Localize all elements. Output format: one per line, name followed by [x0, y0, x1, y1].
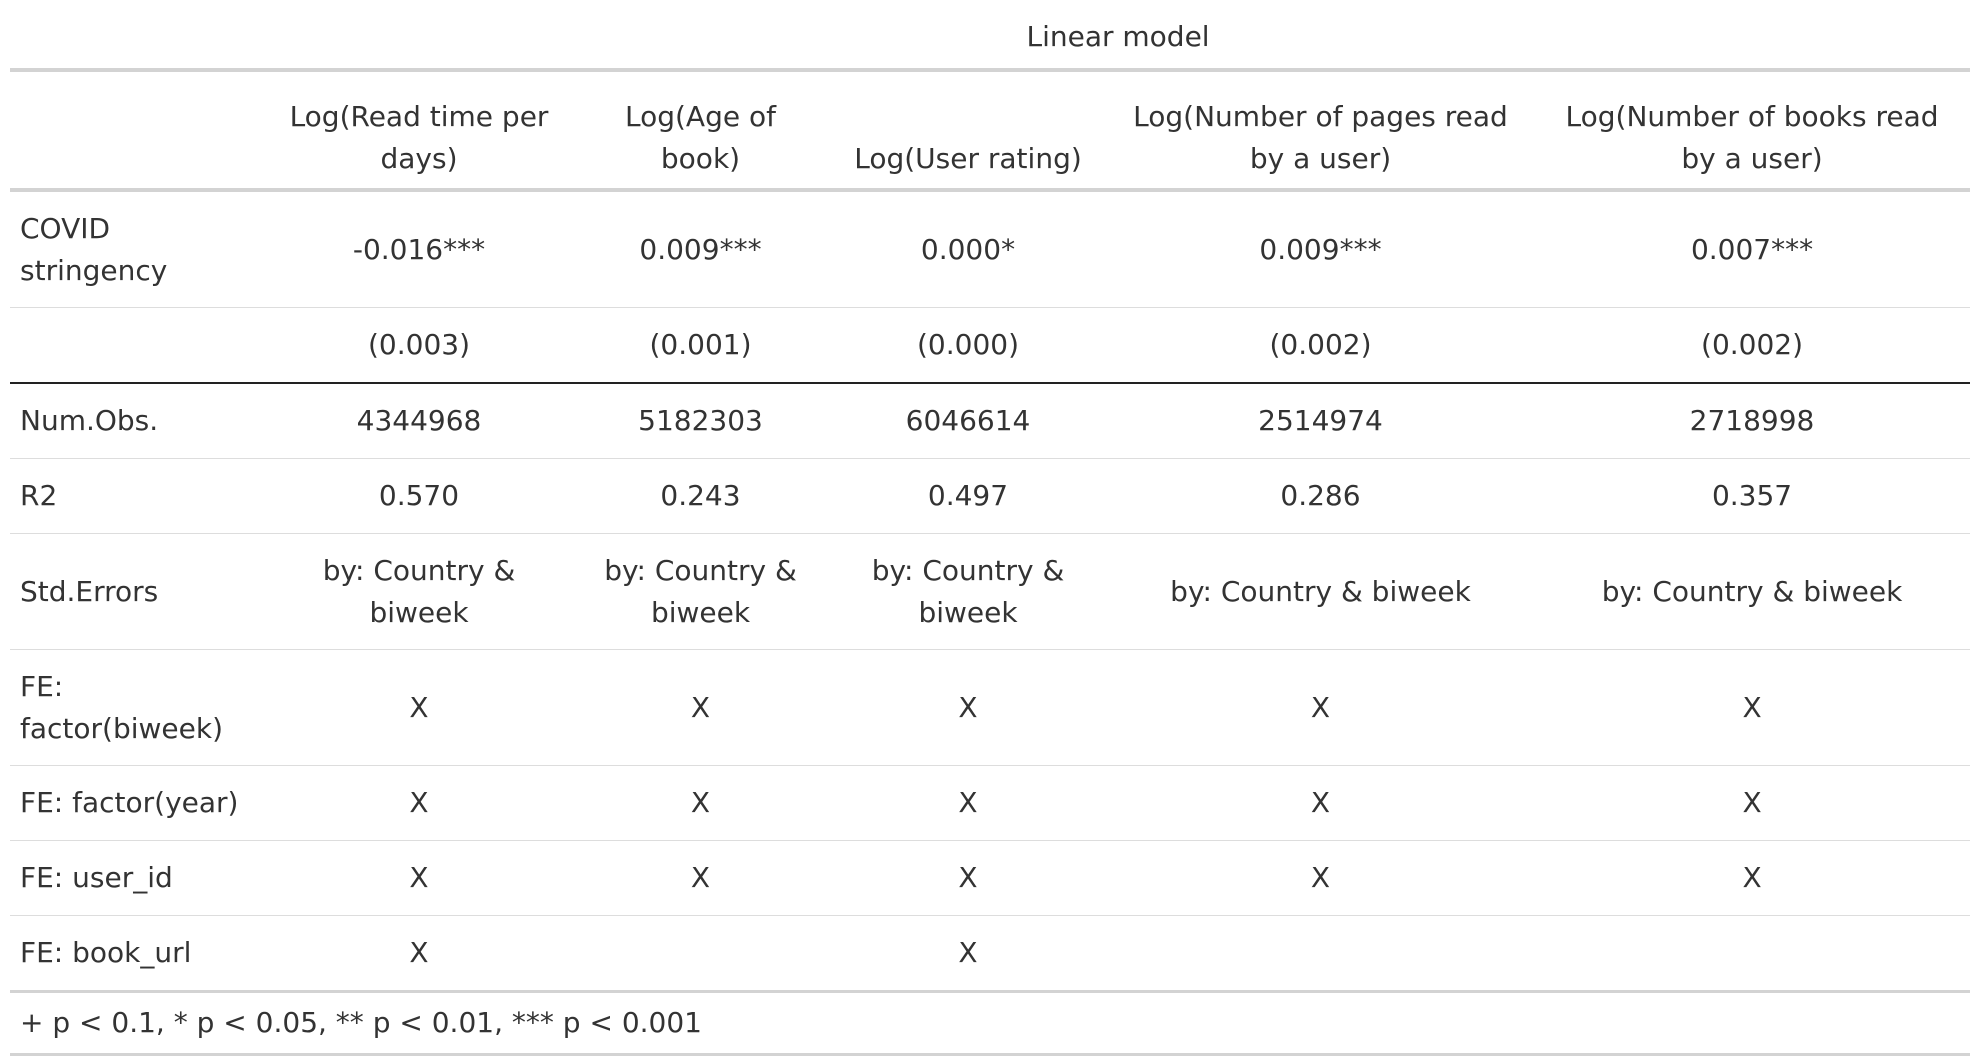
- table-cell: 4344968: [266, 383, 572, 459]
- table-cell: X: [1107, 649, 1534, 766]
- table-cell: [572, 915, 829, 993]
- table-cell: X: [829, 765, 1107, 841]
- table-cell: 0.286: [1107, 458, 1534, 534]
- regression-table-container: Linear model Log(Read time per days) Log…: [10, 0, 1971, 1056]
- table-row: FE: book_url X X: [10, 915, 1971, 993]
- table-cell: by: Country & biweek: [266, 533, 572, 650]
- row-label: FE: factor(biweek): [10, 649, 266, 766]
- row-label: [10, 307, 266, 384]
- table-row: R2 0.570 0.243 0.497 0.286 0.357: [10, 458, 1971, 534]
- table-cell: (0.003): [266, 307, 572, 384]
- table-row: Num.Obs. 4344968 5182303 6046614 2514974…: [10, 383, 1971, 459]
- table-cell: 0.007***: [1534, 190, 1971, 308]
- table-row: FE: user_id X X X X X: [10, 840, 1971, 916]
- row-label: FE: factor(year): [10, 765, 266, 841]
- row-label: COVID stringency: [10, 190, 266, 308]
- table-cell: by: Country & biweek: [1107, 533, 1534, 650]
- table-cell: X: [572, 649, 829, 766]
- regression-table: Linear model Log(Read time per days) Log…: [10, 0, 1971, 1056]
- table-cell: X: [266, 649, 572, 766]
- table-cell: by: Country & biweek: [1534, 533, 1971, 650]
- header-pages-read: Log(Number of pages read by a user): [1107, 70, 1534, 192]
- table-cell: 0.243: [572, 458, 829, 534]
- table-row: (0.003) (0.001) (0.000) (0.002) (0.002): [10, 307, 1971, 384]
- table-cell: by: Country & biweek: [572, 533, 829, 650]
- table-cell: X: [572, 840, 829, 916]
- footnote-row: + p < 0.1, * p < 0.05, ** p < 0.01, *** …: [10, 991, 1971, 1056]
- row-label: R2: [10, 458, 266, 534]
- table-cell: 0.570: [266, 458, 572, 534]
- table-cell: X: [1107, 765, 1534, 841]
- header-books-read: Log(Number of books read by a user): [1534, 70, 1971, 192]
- table-cell: X: [1534, 840, 1971, 916]
- table-cell: 0.357: [1534, 458, 1971, 534]
- row-label: FE: user_id: [10, 840, 266, 916]
- table-cell: X: [829, 915, 1107, 993]
- table-cell: [1534, 915, 1971, 993]
- table-cell: X: [829, 649, 1107, 766]
- table-row: FE: factor(biweek) X X X X X: [10, 649, 1971, 766]
- table-cell: 0.009***: [1107, 190, 1534, 308]
- table-cell: (0.001): [572, 307, 829, 384]
- spanner-blank: [10, 0, 266, 72]
- table-cell: X: [1107, 840, 1534, 916]
- table-cell: X: [266, 840, 572, 916]
- header-age-of-book: Log(Age of book): [572, 70, 829, 192]
- spanner-label: Linear model: [266, 0, 1971, 72]
- table-row: Std.Errors by: Country & biweek by: Coun…: [10, 533, 1971, 650]
- spanner-row: Linear model: [10, 0, 1971, 72]
- row-label: Num.Obs.: [10, 383, 266, 459]
- table-cell: 5182303: [572, 383, 829, 459]
- row-label: FE: book_url: [10, 915, 266, 993]
- table-cell: -0.016***: [266, 190, 572, 308]
- table-cell: 2718998: [1534, 383, 1971, 459]
- table-cell: X: [1534, 649, 1971, 766]
- table-cell: 6046614: [829, 383, 1107, 459]
- table-cell: [1107, 915, 1534, 993]
- table-row: FE: factor(year) X X X X X: [10, 765, 1971, 841]
- table-cell: (0.002): [1534, 307, 1971, 384]
- row-label: Std.Errors: [10, 533, 266, 650]
- table-cell: X: [266, 765, 572, 841]
- significance-footnote: + p < 0.1, * p < 0.05, ** p < 0.01, *** …: [10, 991, 1971, 1056]
- table-cell: X: [572, 765, 829, 841]
- header-read-time: Log(Read time per days): [266, 70, 572, 192]
- table-row: COVID stringency -0.016*** 0.009*** 0.00…: [10, 190, 1971, 308]
- table-cell: (0.000): [829, 307, 1107, 384]
- table-cell: 0.000*: [829, 190, 1107, 308]
- header-user-rating: Log(User rating): [829, 70, 1107, 192]
- table-cell: by: Country & biweek: [829, 533, 1107, 650]
- table-cell: 2514974: [1107, 383, 1534, 459]
- header-stub: [10, 70, 266, 192]
- table-cell: 0.009***: [572, 190, 829, 308]
- table-cell: X: [266, 915, 572, 993]
- header-row: Log(Read time per days) Log(Age of book)…: [10, 70, 1971, 192]
- table-cell: (0.002): [1107, 307, 1534, 384]
- table-cell: 0.497: [829, 458, 1107, 534]
- table-cell: X: [1534, 765, 1971, 841]
- table-cell: X: [829, 840, 1107, 916]
